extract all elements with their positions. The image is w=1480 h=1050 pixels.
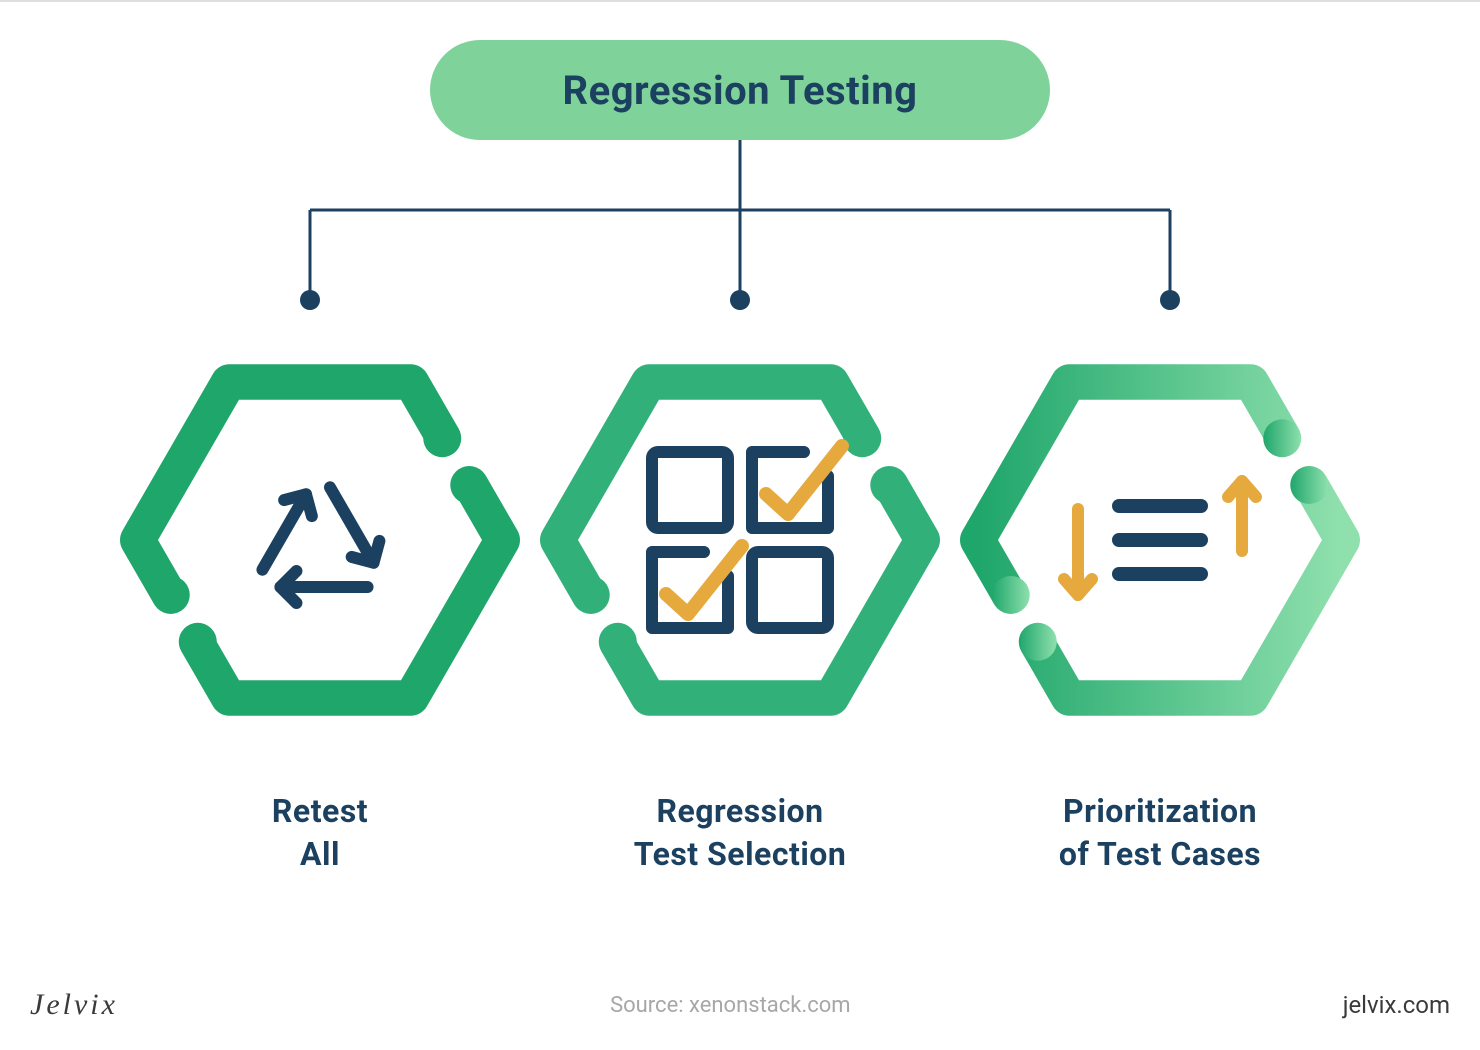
labels-row: Retest All Regression Test Selection Pri…	[0, 790, 1480, 876]
recycle-icon	[200, 420, 440, 660]
diagram-canvas: Regression Testing	[0, 0, 1480, 1050]
hex-prioritization	[940, 320, 1380, 760]
source-text: Source: xenonstack.com	[610, 993, 851, 1018]
label-retest-all: Retest All	[100, 790, 540, 876]
label-line: Prioritization	[1063, 792, 1257, 830]
checkboxes-icon	[620, 420, 860, 660]
top-rule	[0, 0, 1480, 2]
brand-left: Jelvix	[30, 988, 118, 1022]
label-prioritization: Prioritization of Test Cases	[940, 790, 1380, 876]
label-line: Regression	[656, 792, 823, 830]
hex-retest-all	[100, 320, 540, 760]
hex-regression-selection	[520, 320, 960, 760]
label-line: All	[300, 835, 340, 873]
label-regression-selection: Regression Test Selection	[520, 790, 960, 876]
header-title: Regression Testing	[562, 67, 917, 114]
label-line: Retest	[272, 792, 368, 830]
hex-row	[0, 320, 1480, 760]
priority-icon	[1040, 420, 1280, 660]
connector-lines	[0, 140, 1480, 340]
label-line: of Test Cases	[1059, 835, 1261, 873]
brand-right: jelvix.com	[1343, 991, 1450, 1019]
header-pill: Regression Testing	[430, 40, 1050, 140]
footer: Jelvix Source: xenonstack.com jelvix.com	[30, 988, 1450, 1022]
label-line: Test Selection	[634, 835, 847, 873]
